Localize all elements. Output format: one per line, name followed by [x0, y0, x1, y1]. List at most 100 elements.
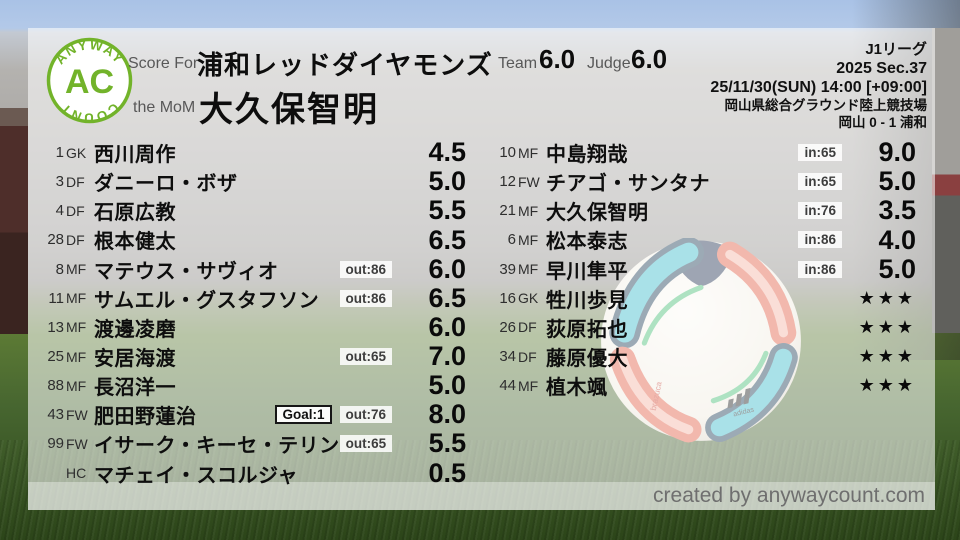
player-rating: 5.5 — [428, 428, 467, 459]
player-name: ダニーロ・ボザ — [94, 173, 238, 196]
player-number: 25 — [47, 348, 64, 366]
player-row: 34 DF 藤原優大 ★★★ — [492, 342, 916, 371]
player-number: 3 — [55, 173, 64, 191]
credit-text: created by anywaycount.com — [653, 484, 925, 507]
venue-name: 岡山県総合グラウンド陸上競技場 — [724, 98, 928, 113]
team-score-value: 6.0 — [539, 44, 576, 74]
player-name: 大久保智明 — [546, 202, 649, 225]
logo-ac-text: AC — [65, 63, 114, 101]
player-badges: in:86 — [798, 260, 842, 278]
player-badges: out:86 — [339, 289, 392, 307]
player-number: 8 — [55, 260, 64, 278]
substitution-badge: in:86 — [798, 231, 842, 249]
substitution-badge: out:65 — [339, 348, 392, 366]
player-position: MF — [518, 261, 539, 278]
player-badges: in:86 — [798, 231, 842, 249]
player-position: MF — [518, 202, 539, 219]
substitution-badge: in:65 — [798, 144, 842, 162]
player-name: マチェイ・スコルジャ — [94, 464, 298, 487]
player-name: 根本健太 — [94, 231, 176, 254]
player-row: 26 DF 荻原拓也 ★★★ — [492, 313, 916, 342]
player-rating: 5.0 — [878, 253, 916, 284]
player-row: 43 FW 肥田野蓮治 Goal:1 out:76 8.0 — [40, 399, 466, 430]
player-rating: 6.0 — [428, 253, 466, 284]
player-rating: 3.5 — [878, 195, 916, 226]
substitution-badge: in:76 — [798, 202, 842, 220]
player-row: 28 DF 根本健太 6.5 — [40, 225, 466, 255]
substitution-badge: in:86 — [798, 260, 842, 278]
player-row: 4 DF 石原広教 5.5 — [40, 195, 466, 226]
player-rating: ★★★ — [858, 375, 916, 396]
substitutes-column: 10 MF 中島翔哉 in:65 9.0 12 FW チアゴ・サンタナ in:6… — [492, 137, 916, 400]
player-rating: 5.5 — [428, 195, 466, 226]
goal-badge: Goal:1 — [275, 405, 332, 425]
player-badges: Goal:1 out:76 — [275, 405, 392, 425]
match-info-block: J1リーグ 2025 Sec.37 25/11/30(SUN) 14:00 [+… — [710, 41, 927, 131]
player-row: 12 FW チアゴ・サンタナ in:65 5.0 — [492, 166, 916, 197]
player-position: FW — [66, 435, 88, 452]
credit-strip — [28, 482, 935, 510]
stadium-stand-right — [932, 28, 960, 333]
mom-label: the MoM — [133, 99, 196, 116]
player-number: 44 — [499, 377, 516, 395]
player-number: 88 — [47, 377, 64, 395]
league-name: J1リーグ — [865, 41, 927, 58]
player-position: GK — [518, 290, 539, 307]
player-number: 28 — [47, 231, 64, 249]
player-position: HC — [66, 465, 87, 482]
player-name: マテウス・サヴィオ — [94, 260, 279, 283]
player-name: 松本泰志 — [546, 231, 628, 254]
substitution-badge: in:65 — [798, 173, 842, 191]
player-row: 8 MF マテウス・サヴィオ out:86 6.0 — [40, 253, 466, 284]
player-position: MF — [518, 231, 539, 248]
judge-score-label: Judge — [587, 55, 631, 72]
player-name: 中島翔哉 — [546, 144, 628, 167]
player-name: 早川隼平 — [546, 260, 628, 283]
player-name: 荻原拓也 — [546, 318, 628, 341]
player-position: DF — [66, 173, 85, 190]
translucent-panel — [28, 28, 935, 510]
player-position: MF — [518, 144, 539, 161]
substitution-badge: out:65 — [339, 435, 393, 453]
player-rating: 8.0 — [428, 399, 466, 430]
player-name: 西川周作 — [94, 144, 176, 167]
player-number: 1 — [55, 144, 64, 162]
player-rating: 5.0 — [428, 166, 466, 197]
player-position: DF — [518, 319, 537, 336]
player-badges: in:65 — [798, 144, 842, 162]
player-name: サムエル・グスタフソン — [94, 289, 320, 312]
player-row: 21 MF 大久保智明 in:76 3.5 — [492, 195, 916, 226]
player-name: 肥田野蓮治 — [94, 406, 197, 429]
player-position: DF — [66, 202, 85, 219]
player-number: 39 — [499, 260, 516, 278]
player-badges: out:65 — [339, 348, 392, 366]
player-name: 長沼洋一 — [94, 377, 176, 400]
player-badges: in:65 — [798, 173, 842, 191]
score-for-label: Score For — [128, 55, 199, 72]
player-position: MF — [66, 348, 87, 365]
player-name: チアゴ・サンタナ — [546, 173, 710, 196]
player-name: イサーク・キーセ・テリン — [94, 435, 340, 458]
player-badges: out:65 — [339, 435, 393, 453]
match-result: 岡山 0 - 1 浦和 — [838, 115, 927, 130]
player-position: MF — [66, 377, 87, 394]
substitution-badge: out:76 — [339, 406, 392, 424]
player-badges: out:86 — [339, 260, 392, 278]
player-rating: 5.0 — [878, 166, 916, 197]
player-position: FW — [518, 173, 540, 190]
player-name: 藤原優大 — [546, 348, 628, 371]
team-score-label: Team — [498, 55, 538, 72]
player-number: 10 — [499, 144, 516, 162]
player-number: 4 — [55, 202, 64, 220]
player-row: 3 DF ダニーロ・ボザ 5.0 — [40, 166, 466, 197]
player-row: HC マチェイ・スコルジャ 0.5 — [40, 458, 466, 488]
player-rating: 5.0 — [428, 370, 466, 401]
player-row: 13 MF 渡邊凌磨 6.0 — [40, 311, 466, 342]
player-number: 16 — [499, 289, 516, 307]
player-position: DF — [518, 348, 537, 365]
player-row: 11 MF サムエル・グスタフソン out:86 6.5 — [40, 283, 466, 313]
player-rating: 6.0 — [428, 311, 466, 342]
judge-score-value: 6.0 — [631, 44, 668, 74]
player-position: MF — [66, 261, 87, 278]
